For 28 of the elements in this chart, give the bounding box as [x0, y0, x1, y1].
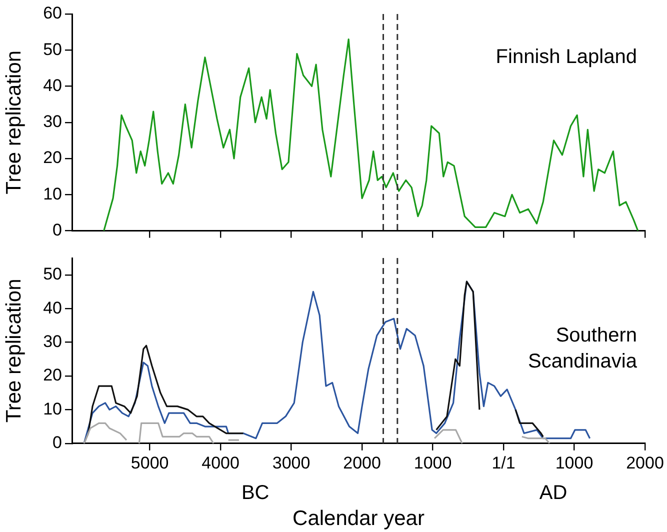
- y-tick-label: 10: [43, 399, 62, 418]
- text: BC: [241, 482, 270, 504]
- y-tick-label: 60: [43, 4, 62, 23]
- y-axis-title: Tree replication: [2, 50, 26, 194]
- x-tick-label: 4000: [202, 453, 240, 472]
- x-axis-title: Calendar year: [292, 507, 424, 530]
- x-tick-label: 5000: [130, 453, 169, 472]
- x-tick-label: 2000: [343, 453, 381, 472]
- x-tick-label: 3000: [272, 453, 310, 472]
- annotation: Finnish Lapland: [496, 46, 637, 68]
- x-tick-label: 1/1: [492, 453, 516, 472]
- y-tick-label: 40: [43, 76, 62, 95]
- y-tick-label: 0: [52, 220, 62, 240]
- text: AD: [539, 482, 568, 504]
- y-tick-label: 30: [43, 332, 62, 351]
- annotation: Southern Scandinavia: [528, 324, 638, 372]
- y-tick-label: 40: [43, 298, 62, 318]
- y-axis-title: Tree replication: [2, 278, 26, 423]
- y-tick-label: 50: [43, 40, 62, 59]
- y-tick-label: 20: [43, 366, 62, 385]
- x-tick-label: 1000: [555, 453, 594, 472]
- y-tick-label: 50: [43, 264, 62, 284]
- y-tick-label: 20: [43, 148, 62, 168]
- x-tick-label: 1000: [414, 453, 452, 472]
- x-tick-label: 2000: [626, 453, 664, 472]
- y-tick-label: 10: [43, 184, 62, 204]
- y-tick-label: 0: [52, 433, 62, 452]
- y-tick-label: 30: [43, 112, 62, 132]
